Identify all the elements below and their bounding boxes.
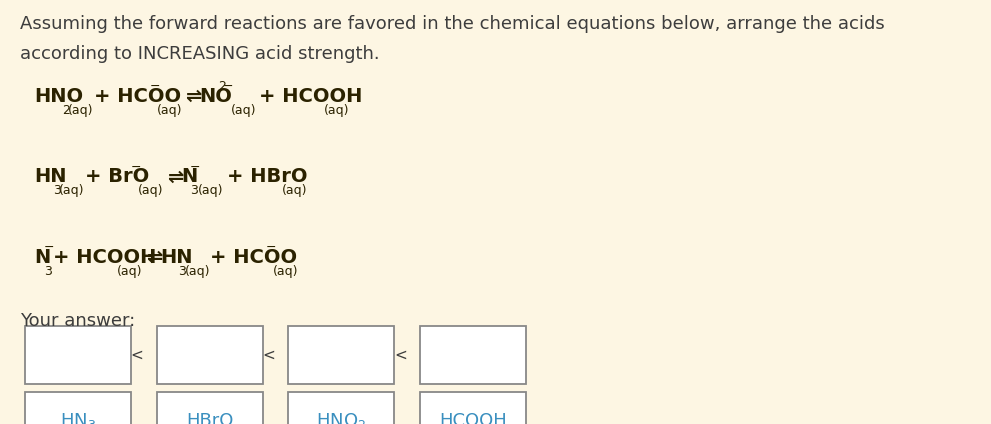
Text: ⇌: ⇌ [147,248,163,267]
Text: + HCOO: + HCOO [94,87,181,106]
Text: N: N [181,167,197,186]
Text: (aq): (aq) [117,265,143,278]
Text: Assuming the forward reactions are favored in the chemical equations below, arra: Assuming the forward reactions are favor… [20,15,885,33]
Text: HNO$_2$: HNO$_2$ [316,411,367,424]
Text: + HBrO: + HBrO [227,167,307,186]
Text: −: − [44,241,55,254]
Text: HN$_3$: HN$_3$ [59,411,96,424]
Text: −: − [266,241,276,254]
Text: (aq): (aq) [184,265,210,278]
Text: Your answer:: Your answer: [20,312,135,329]
Bar [288,326,394,384]
Text: HN: HN [161,248,192,267]
Text: HCOOH: HCOOH [439,412,507,424]
Text: (aq): (aq) [68,103,94,117]
Text: 2: 2 [218,80,226,93]
Text: 2: 2 [62,103,70,117]
Text: −: − [223,80,234,93]
Text: + HCOO: + HCOO [210,248,297,267]
Text: (aq): (aq) [282,184,308,197]
Bar [288,392,394,424]
Text: (aq): (aq) [273,265,298,278]
Text: + BrO: + BrO [85,167,150,186]
Text: according to INCREASING acid strength.: according to INCREASING acid strength. [20,45,380,62]
Text: 3: 3 [190,184,198,197]
Text: (aq): (aq) [138,184,164,197]
Text: HBrO: HBrO [186,412,233,424]
Text: NO: NO [199,87,232,106]
Bar [420,326,526,384]
Text: (aq): (aq) [231,103,256,117]
Text: (aq): (aq) [324,103,350,117]
Bar [420,392,526,424]
Text: −: − [131,160,142,173]
Text: −: − [190,160,200,173]
Text: ⇌: ⇌ [185,87,202,106]
Text: (aq): (aq) [157,103,182,117]
Text: 3: 3 [54,184,61,197]
Bar [157,326,263,384]
Text: 3: 3 [44,265,52,278]
Text: <: < [394,348,406,363]
Text: + HCOOH: + HCOOH [53,248,157,267]
Text: −: − [150,80,160,93]
Text: <: < [131,348,143,363]
Bar [157,392,263,424]
Bar [25,326,131,384]
Text: (aq): (aq) [198,184,224,197]
Text: (aq): (aq) [59,184,84,197]
Bar [25,392,131,424]
Text: + HCOOH: + HCOOH [260,87,363,106]
Text: <: < [263,348,275,363]
Text: HNO: HNO [35,87,84,106]
Text: N: N [35,248,51,267]
Text: HN: HN [35,167,67,186]
Text: 3: 3 [178,265,186,278]
Text: ⇌: ⇌ [167,167,183,186]
